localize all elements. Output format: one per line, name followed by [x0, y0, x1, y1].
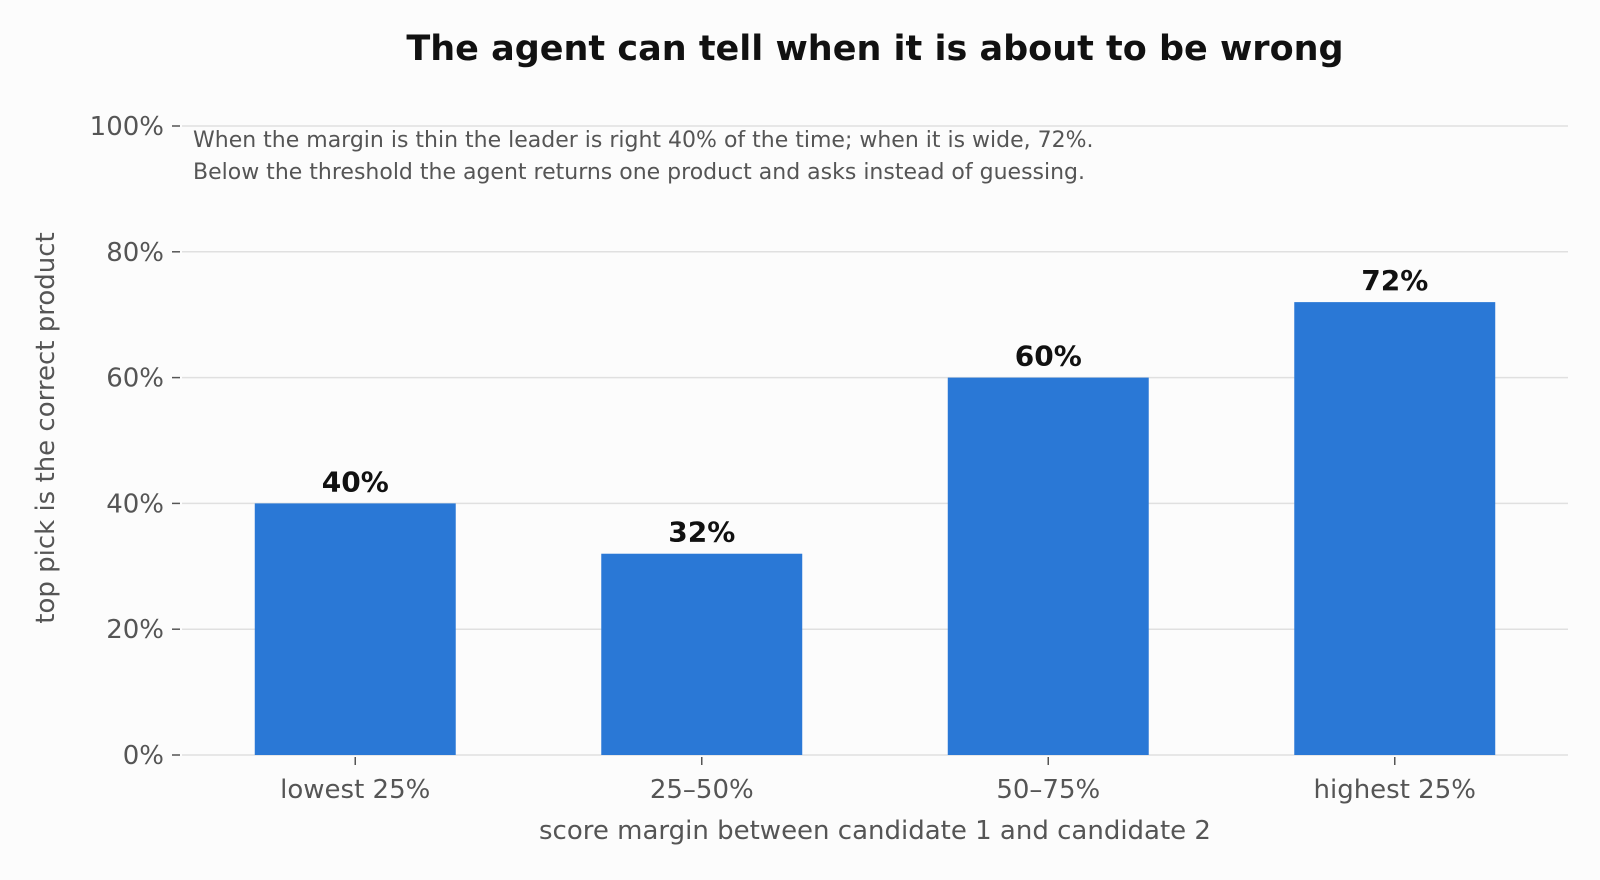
data-label: 72%	[1361, 264, 1428, 297]
bar	[1294, 302, 1496, 755]
x-axis-title: score margin between candidate 1 and can…	[539, 816, 1211, 846]
y-tick-label: 100%	[90, 112, 164, 142]
y-tick-label: 40%	[106, 489, 164, 519]
data-labels: 40% 32% 60% 72%	[322, 264, 1429, 549]
y-axis-title: top pick is the correct product	[31, 232, 61, 624]
bars	[254, 302, 1496, 755]
chart-subtitle-line-2: Below the threshold the agent returns on…	[193, 160, 1085, 185]
data-label: 60%	[1015, 340, 1082, 373]
x-tick-label: 25–50%	[650, 775, 754, 805]
chart-subtitle-line-1: When the margin is thin the leader is ri…	[193, 128, 1094, 153]
bar	[601, 553, 803, 755]
x-axis-ticks: lowest 25% 25–50% 50–75% highest 25%	[280, 757, 1476, 805]
x-tick-label: highest 25%	[1314, 775, 1476, 805]
y-axis-ticks: 0% 20% 40% 60% 80% 100%	[90, 112, 180, 771]
x-tick-label: lowest 25%	[280, 775, 430, 805]
y-tick-label: 20%	[106, 615, 164, 645]
chart-title: The agent can tell when it is about to b…	[406, 29, 1343, 69]
bar	[947, 377, 1149, 755]
y-tick-label: 0%	[123, 741, 164, 771]
data-label: 40%	[322, 465, 389, 498]
bar	[254, 503, 456, 755]
x-tick-label: 50–75%	[996, 775, 1100, 805]
y-tick-label: 80%	[106, 238, 164, 268]
data-label: 32%	[668, 516, 735, 549]
y-tick-label: 60%	[106, 364, 164, 394]
